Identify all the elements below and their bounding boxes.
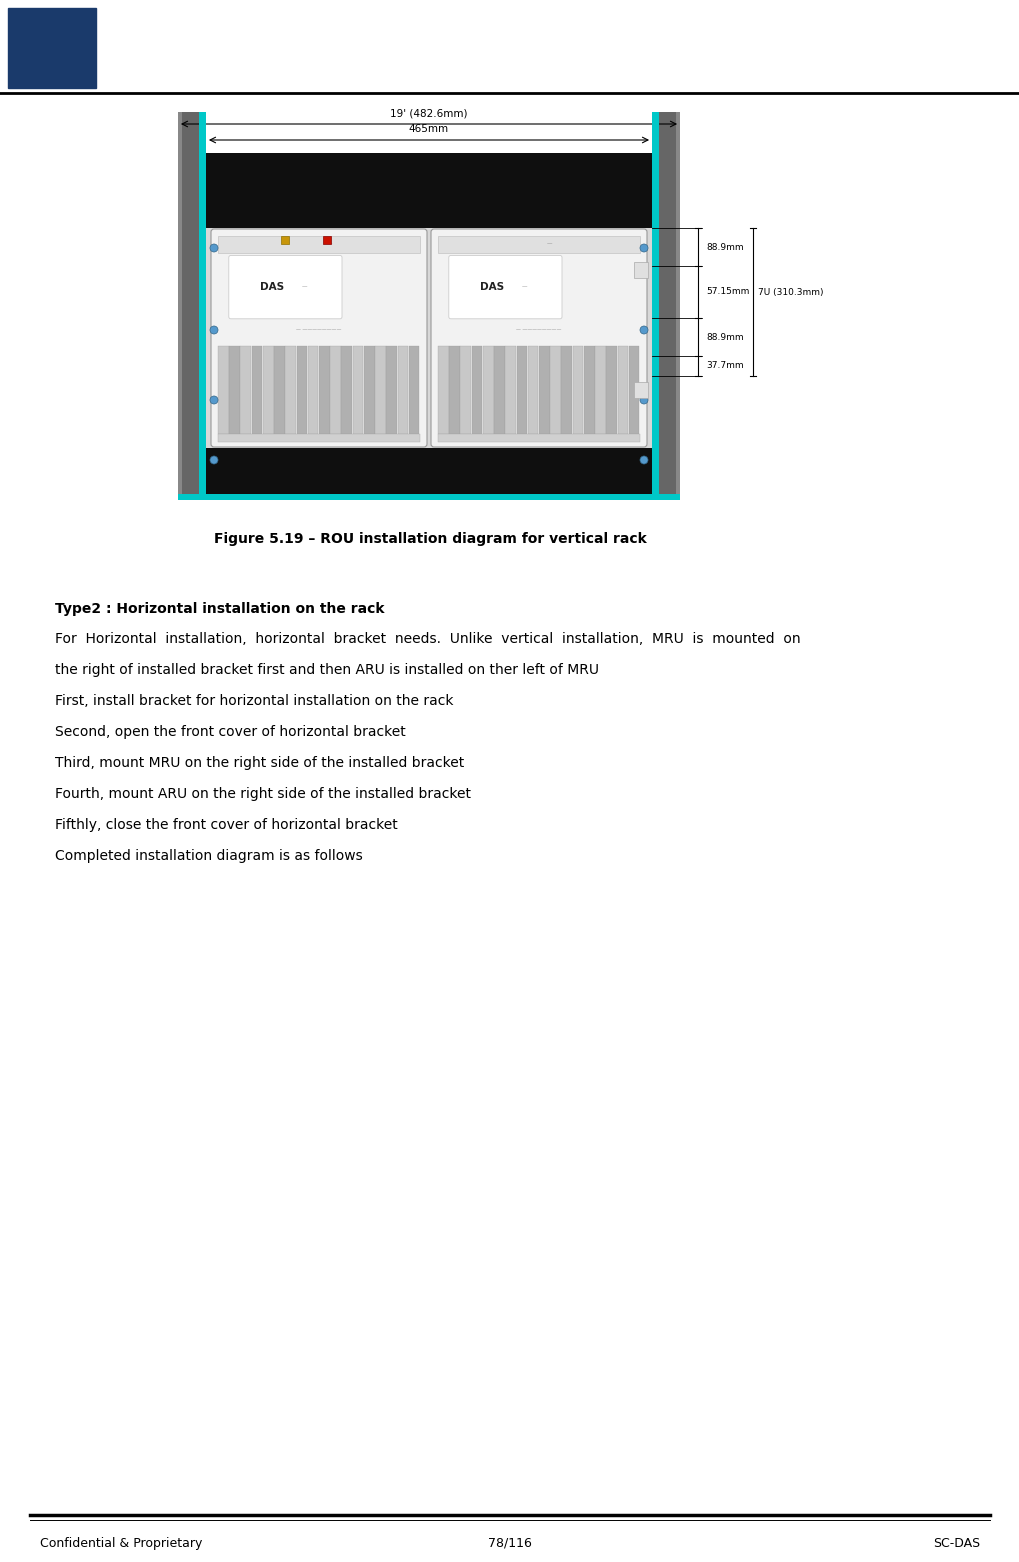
Bar xyxy=(634,262,647,278)
Bar xyxy=(482,347,493,434)
Text: SOLiD: SOLiD xyxy=(34,47,70,56)
Bar xyxy=(572,347,583,434)
Bar xyxy=(437,434,639,442)
Bar xyxy=(341,347,352,434)
Bar xyxy=(178,494,680,500)
Text: 88.9mm: 88.9mm xyxy=(705,242,743,251)
Bar xyxy=(386,347,396,434)
Text: Completed installation diagram is as follows: Completed installation diagram is as fol… xyxy=(55,850,363,862)
Bar xyxy=(655,112,676,500)
Text: TECHNOLOGIES: TECHNOLOGIES xyxy=(33,70,71,75)
Text: 465mm: 465mm xyxy=(409,123,448,134)
Bar xyxy=(206,228,651,448)
Bar xyxy=(218,236,420,253)
Text: 19' (482.6mm): 19' (482.6mm) xyxy=(390,108,468,119)
Bar xyxy=(516,347,527,434)
Bar xyxy=(252,347,262,434)
Bar xyxy=(409,347,419,434)
Bar xyxy=(285,347,296,434)
Circle shape xyxy=(639,244,647,251)
Bar xyxy=(229,347,239,434)
Bar xyxy=(634,383,647,398)
Circle shape xyxy=(210,244,218,251)
Bar xyxy=(353,347,363,434)
Text: —: — xyxy=(522,284,527,289)
Bar xyxy=(437,236,639,253)
FancyBboxPatch shape xyxy=(431,230,646,447)
Bar xyxy=(583,347,594,434)
Bar xyxy=(281,236,289,244)
Text: —: — xyxy=(546,242,551,247)
Text: For  Horizontal  installation,  horizontal  bracket  needs.  Unlike  vertical  i: For Horizontal installation, horizontal … xyxy=(55,633,800,647)
Text: — ————————: — ———————— xyxy=(516,328,561,333)
Text: Fourth, mount ARU on the right side of the installed bracket: Fourth, mount ARU on the right side of t… xyxy=(55,787,471,801)
Text: Type2 : Horizontal installation on the rack: Type2 : Horizontal installation on the r… xyxy=(55,601,384,615)
Bar xyxy=(274,347,284,434)
Text: Third, mount MRU on the right side of the installed bracket: Third, mount MRU on the right side of th… xyxy=(55,756,464,770)
Bar xyxy=(8,8,96,87)
Bar xyxy=(605,347,616,434)
Bar xyxy=(471,347,482,434)
Bar xyxy=(323,236,331,244)
Text: SC-DAS: SC-DAS xyxy=(932,1537,979,1550)
Text: Second, open the front cover of horizontal bracket: Second, open the front cover of horizont… xyxy=(55,725,406,739)
Circle shape xyxy=(639,326,647,334)
FancyBboxPatch shape xyxy=(228,256,341,319)
Bar xyxy=(493,347,504,434)
Text: the right of installed bracket first and then ARU is installed on ther left of M: the right of installed bracket first and… xyxy=(55,662,598,676)
Bar xyxy=(549,347,560,434)
Text: — ————————: — ———————— xyxy=(297,328,341,333)
Text: Confidential & Proprietary: Confidential & Proprietary xyxy=(40,1537,202,1550)
Text: First, install bracket for horizontal installation on the rack: First, install bracket for horizontal in… xyxy=(55,694,453,708)
Circle shape xyxy=(210,456,218,464)
Bar xyxy=(527,347,538,434)
Bar xyxy=(181,112,202,500)
Text: DAS: DAS xyxy=(260,283,284,292)
Text: 7U (310.3mm): 7U (310.3mm) xyxy=(757,287,822,297)
Bar xyxy=(364,347,374,434)
Circle shape xyxy=(639,456,647,464)
Bar xyxy=(616,347,628,434)
Bar xyxy=(375,347,385,434)
Bar xyxy=(397,347,408,434)
Bar xyxy=(504,347,516,434)
Bar xyxy=(330,347,340,434)
Bar xyxy=(437,347,448,434)
Bar xyxy=(651,112,680,500)
Bar xyxy=(460,347,471,434)
Bar xyxy=(263,347,273,434)
Bar xyxy=(538,347,549,434)
Text: Figure 5.19 – ROU installation diagram for vertical rack: Figure 5.19 – ROU installation diagram f… xyxy=(213,533,646,547)
FancyBboxPatch shape xyxy=(211,230,427,447)
Bar xyxy=(199,112,206,500)
Bar xyxy=(206,448,651,500)
Text: DAS: DAS xyxy=(480,283,503,292)
Bar xyxy=(448,347,460,434)
Bar xyxy=(297,347,307,434)
Bar xyxy=(240,347,251,434)
Circle shape xyxy=(639,397,647,405)
Text: 37.7mm: 37.7mm xyxy=(705,361,743,370)
Bar xyxy=(628,347,639,434)
Bar xyxy=(560,347,572,434)
Bar xyxy=(651,112,658,500)
Circle shape xyxy=(210,326,218,334)
Bar xyxy=(206,153,651,228)
Bar xyxy=(308,347,318,434)
Bar xyxy=(178,112,206,500)
Text: 88.9mm: 88.9mm xyxy=(705,333,743,342)
FancyBboxPatch shape xyxy=(448,256,561,319)
Circle shape xyxy=(210,397,218,405)
Bar xyxy=(218,434,420,442)
Text: 57.15mm: 57.15mm xyxy=(705,287,749,297)
Bar xyxy=(594,347,605,434)
Text: Fifthly, close the front cover of horizontal bracket: Fifthly, close the front cover of horizo… xyxy=(55,818,397,833)
Bar xyxy=(319,347,329,434)
Text: 78/116: 78/116 xyxy=(487,1537,532,1550)
Text: —: — xyxy=(326,242,332,247)
Text: —: — xyxy=(302,284,307,289)
Bar xyxy=(218,347,228,434)
